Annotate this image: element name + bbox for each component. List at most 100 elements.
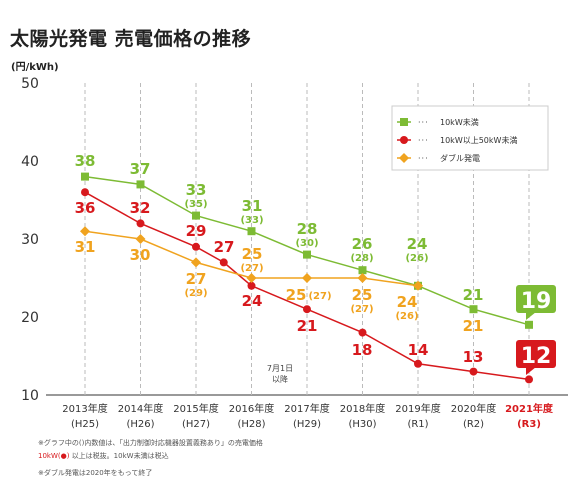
data-label: 26 (352, 235, 373, 253)
y-tick-label: 30 (21, 232, 39, 248)
x-tick-sublabel: (H25) (71, 419, 99, 430)
x-tick-sublabel: (H26) (126, 419, 154, 430)
data-label-sub: (35) (184, 199, 207, 210)
x-tick-sublabel: (H28) (237, 419, 265, 430)
footnote-tax: 10kW(●) 以上は税抜。10kW未満は税込 (38, 451, 169, 461)
diamond-marker (135, 234, 146, 244)
diamond-marker (80, 226, 90, 237)
x-tick-sublabel: (R2) (463, 419, 484, 430)
data-label: 31 (75, 238, 96, 256)
legend-box (391, 105, 549, 171)
data-label: 13 (463, 348, 484, 366)
data-label: 33 (186, 181, 207, 199)
data-label: 32 (130, 199, 151, 217)
footnote-tax-red: 10kW(●) (38, 452, 70, 460)
diamond-marker (246, 273, 257, 283)
square-marker (303, 250, 311, 259)
legend-label: 10kW以上50kW未満 (440, 135, 517, 145)
circle-marker (414, 359, 422, 368)
data-label-sub: (33) (240, 215, 263, 226)
callout-value: 12 (521, 344, 552, 369)
legend-label: ダブル発電 (440, 153, 480, 163)
data-label: 18 (352, 341, 373, 359)
data-label: 30 (130, 246, 151, 264)
legend-diamond-marker (399, 153, 409, 163)
x-tick-label: 2016年度 (229, 402, 274, 415)
data-label: 25 (242, 245, 263, 263)
circle-marker (192, 242, 200, 251)
circle-marker (81, 188, 89, 197)
data-label: 37 (130, 160, 151, 178)
data-label-sub: (27) (308, 291, 331, 302)
x-tick-sublabel: (H27) (182, 419, 210, 430)
x-tick-sublabel: (H30) (348, 419, 376, 430)
y-tick-label: 40 (21, 154, 39, 170)
data-label: 36 (75, 199, 96, 217)
data-label: 24 (407, 235, 428, 253)
data-label: 29 (186, 222, 207, 240)
x-tick-label: 2014年度 (118, 402, 163, 415)
data-label: 27 (214, 238, 235, 256)
callout-value: 19 (521, 289, 552, 314)
callout-pointer (526, 367, 536, 375)
data-label: 24 (242, 292, 263, 310)
data-label: 25 (286, 286, 307, 304)
data-label: 21 (463, 286, 484, 304)
footnote-tax-rest: 以上は税抜。10kW未満は税込 (71, 452, 169, 460)
legend-label: 10kW未満 (440, 117, 479, 127)
y-tick-label: 50 (21, 76, 39, 92)
circle-marker (247, 281, 256, 290)
x-tick-sublabel: (H29) (293, 419, 321, 430)
legend-dots: ··· (418, 118, 429, 127)
data-label-sub: (27) (240, 263, 263, 274)
diamond-marker (191, 257, 201, 268)
circle-marker (358, 328, 367, 337)
diamond-marker (357, 273, 368, 283)
callout-pointer (526, 312, 536, 320)
x-tick-sublabel: (R1) (407, 419, 428, 430)
legend-circle-marker (400, 136, 408, 144)
callout-box (516, 285, 556, 313)
data-label: 21 (297, 317, 318, 335)
data-label: 28 (297, 220, 318, 238)
x-tick-label: 2018年度 (340, 402, 385, 415)
data-label: 27 (186, 270, 207, 288)
square-marker (525, 320, 533, 329)
legend-dots: ··· (418, 136, 429, 145)
x-tick-label: 2017年度 (284, 402, 329, 415)
circle-marker (469, 367, 478, 376)
y-tick-label: 10 (21, 388, 39, 404)
data-label-sub: (30) (295, 238, 318, 249)
square-marker (358, 266, 367, 275)
data-label-sub: (28) (350, 253, 373, 264)
legend-square-marker (400, 118, 408, 126)
y-axis-label: (円/kWh) (11, 61, 59, 73)
annotation-since: 以降 (272, 374, 288, 384)
data-label-sub: (27) (350, 304, 373, 315)
y-tick-label: 20 (21, 310, 39, 326)
x-tick-label: 2019年度 (395, 402, 440, 415)
data-label: 24 (397, 293, 418, 311)
callout-box (516, 340, 556, 368)
circle-marker (219, 258, 228, 267)
data-label-sub: (26) (395, 311, 418, 322)
circle-marker (136, 219, 145, 228)
x-tick-label: 2020年度 (451, 402, 496, 415)
square-marker (469, 305, 478, 314)
data-label-sub: (29) (184, 288, 207, 299)
diamond-marker (413, 280, 423, 291)
x-tick-label: 2021年度 (505, 402, 554, 415)
data-label-sub: (26) (405, 253, 428, 264)
data-label: 31 (242, 197, 263, 215)
x-tick-label: 2015年度 (173, 402, 218, 415)
footnote-parentheses: ※グラフ中の()内数値は、「出力制御対応機器設置義務あり」の売電価格 (38, 439, 263, 447)
legend-dots: ··· (418, 154, 429, 163)
data-label: 25 (352, 286, 373, 304)
circle-marker (303, 305, 311, 314)
footnote-double: ※ダブル発電は2020年をもって終了 (38, 469, 153, 477)
diamond-marker (302, 273, 312, 283)
data-label: 38 (75, 152, 96, 170)
square-marker (136, 180, 145, 189)
circle-marker (525, 375, 533, 384)
